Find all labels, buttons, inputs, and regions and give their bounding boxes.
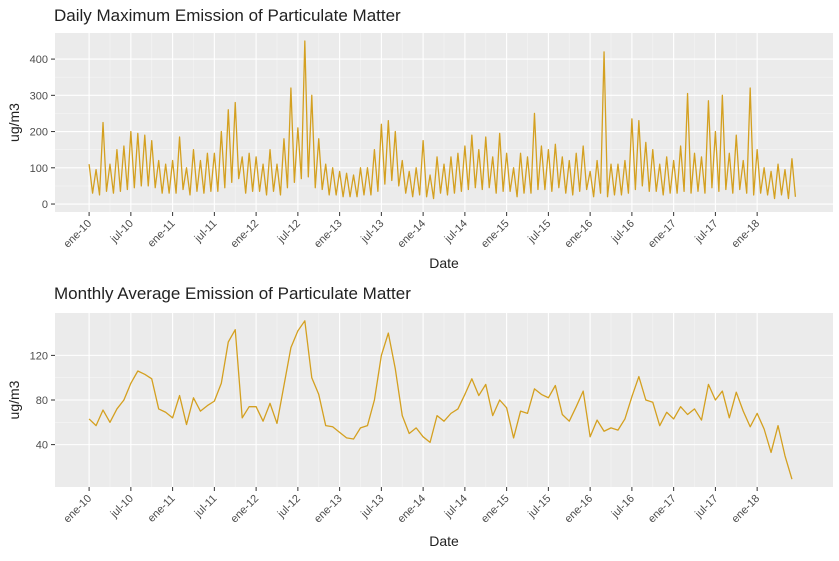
data-line <box>88 40 797 200</box>
y-tick-label: 120 <box>30 350 48 362</box>
y-tick-label: 100 <box>30 163 48 175</box>
x-tick-label: ene-14 <box>396 493 429 526</box>
x-tick-label: ene-14 <box>396 218 429 251</box>
y-tick-label: 300 <box>30 90 48 102</box>
x-tick-label: jul-11 <box>192 493 220 521</box>
y-tick-label: 200 <box>30 127 48 139</box>
x-tick-label: jul-14 <box>442 218 470 246</box>
x-tick-label: ene-13 <box>312 218 345 251</box>
x-tick-label: ene-16 <box>563 218 596 251</box>
x-tick-label: ene-12 <box>229 218 262 251</box>
x-axis-label: Date <box>429 533 459 549</box>
x-tick-label: jul-10 <box>108 493 136 521</box>
x-tick-label: ene-17 <box>646 218 679 251</box>
y-axis-label: ug/m3 <box>6 380 22 419</box>
chart-title: Daily Maximum Emission of Particulate Ma… <box>54 6 401 25</box>
x-tick-label: jul-12 <box>275 493 303 521</box>
x-tick-label: jul-15 <box>525 218 553 246</box>
x-tick-label: ene-11 <box>146 493 178 525</box>
y-tick-label: 40 <box>36 440 48 452</box>
x-tick-label: jul-13 <box>358 493 386 521</box>
x-tick-label: ene-12 <box>229 493 262 526</box>
y-tick-label: 400 <box>30 54 48 66</box>
x-tick-label: jul-15 <box>525 493 553 521</box>
chart-title: Monthly Average Emission of Particulate … <box>54 284 411 303</box>
x-tick-label: ene-15 <box>479 493 512 526</box>
x-tick-label: ene-10 <box>62 493 95 526</box>
x-axis-label: Date <box>429 255 459 271</box>
x-tick-label: jul-17 <box>692 493 720 521</box>
x-tick-label: ene-16 <box>563 493 596 526</box>
x-tick-label: ene-10 <box>62 218 95 251</box>
x-tick-label: ene-18 <box>730 218 763 251</box>
x-tick-label: jul-17 <box>692 218 720 246</box>
x-tick-label: ene-17 <box>646 493 679 526</box>
x-tick-label: jul-16 <box>609 493 637 521</box>
x-tick-label: jul-12 <box>275 218 303 246</box>
x-tick-label: jul-13 <box>358 218 386 246</box>
x-tick-label: ene-15 <box>479 218 512 251</box>
y-axis-label: ug/m3 <box>6 103 22 142</box>
x-tick-label: jul-10 <box>108 218 136 246</box>
x-tick-label: ene-18 <box>730 493 763 526</box>
x-tick-label: jul-16 <box>609 218 637 246</box>
x-tick-label: ene-11 <box>146 218 178 250</box>
y-tick-label: 0 <box>42 199 48 211</box>
x-tick-label: ene-13 <box>312 493 345 526</box>
x-tick-label: jul-14 <box>442 493 470 521</box>
y-tick-label: 80 <box>36 395 48 407</box>
data-line <box>88 320 793 480</box>
x-tick-label: jul-11 <box>192 218 220 246</box>
